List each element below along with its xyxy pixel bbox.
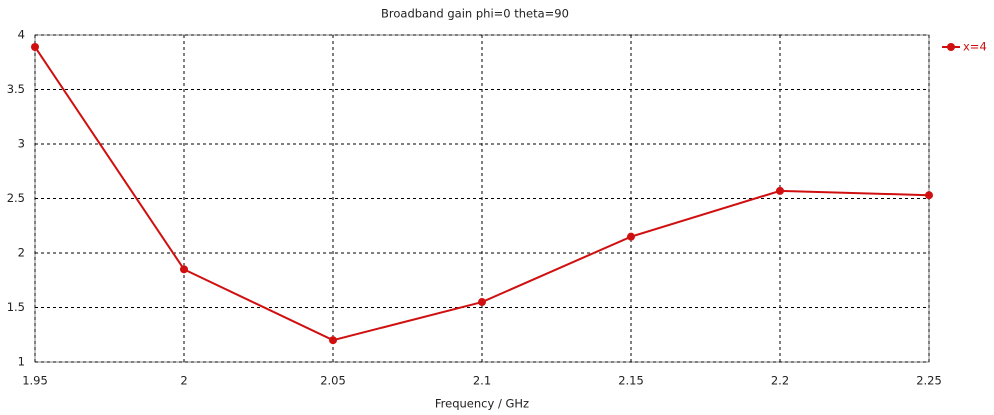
x-tick-label: 2.2 bbox=[771, 374, 789, 388]
y-tick-label: 2 bbox=[18, 246, 25, 260]
y-tick-label: 3.5 bbox=[7, 82, 25, 96]
x-tick-label: 2.25 bbox=[916, 374, 942, 388]
data-point bbox=[478, 298, 486, 307]
legend-marker bbox=[947, 43, 955, 51]
x-axis-label: Frequency / GHz bbox=[435, 397, 529, 411]
x-tick-label: 2.1 bbox=[473, 374, 491, 388]
y-tick-label: 1.5 bbox=[7, 300, 25, 314]
legend-label: x=4 bbox=[963, 40, 987, 54]
x-tick-label: 2 bbox=[180, 374, 187, 388]
x-tick-label: 2.15 bbox=[618, 374, 644, 388]
data-point bbox=[180, 265, 188, 274]
chart-title: Broadband gain phi=0 theta=90 bbox=[381, 7, 569, 21]
data-point bbox=[925, 191, 933, 200]
x-tick-label: 1.95 bbox=[22, 374, 48, 388]
x-tick-label: 2.05 bbox=[320, 374, 346, 388]
data-point bbox=[627, 232, 635, 241]
y-tick-label: 1 bbox=[18, 355, 25, 369]
data-point bbox=[776, 186, 784, 195]
data-point bbox=[329, 336, 337, 345]
y-tick-label: 3 bbox=[18, 137, 25, 151]
data-point bbox=[31, 42, 39, 51]
y-tick-label: 4 bbox=[18, 28, 25, 42]
y-tick-label: 2.5 bbox=[7, 191, 25, 205]
